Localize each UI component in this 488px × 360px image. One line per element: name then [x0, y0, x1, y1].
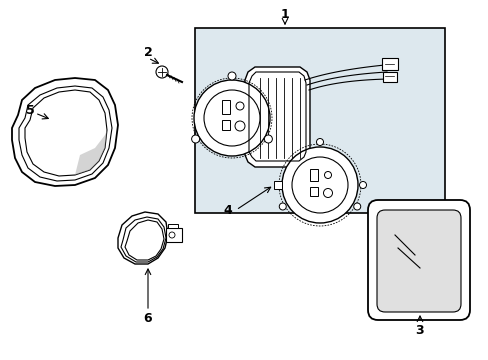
Circle shape: [264, 135, 272, 143]
Polygon shape: [118, 212, 168, 264]
FancyBboxPatch shape: [367, 200, 469, 320]
Bar: [165, 228, 182, 242]
Circle shape: [353, 203, 360, 210]
Bar: [222, 100, 229, 114]
Circle shape: [359, 181, 366, 189]
Text: 3: 3: [415, 324, 424, 337]
Bar: [168, 224, 178, 228]
Bar: [381, 58, 397, 70]
Bar: [273, 181, 282, 189]
Text: 1: 1: [280, 8, 289, 21]
Circle shape: [323, 189, 332, 198]
Text: 2: 2: [143, 45, 152, 59]
Polygon shape: [75, 130, 107, 175]
Polygon shape: [12, 78, 118, 186]
Circle shape: [156, 66, 168, 78]
Polygon shape: [244, 67, 309, 167]
Circle shape: [324, 171, 331, 179]
FancyBboxPatch shape: [376, 210, 460, 312]
Circle shape: [236, 102, 244, 110]
Circle shape: [227, 72, 236, 80]
Circle shape: [194, 80, 269, 156]
Text: 4: 4: [223, 203, 232, 216]
Text: 5: 5: [25, 104, 34, 117]
Circle shape: [279, 203, 285, 210]
Bar: [309, 169, 317, 181]
Circle shape: [282, 147, 357, 223]
Bar: [195, 28, 444, 213]
Bar: [382, 72, 396, 82]
Circle shape: [235, 121, 244, 131]
Circle shape: [191, 135, 199, 143]
Bar: [309, 187, 317, 196]
Circle shape: [316, 139, 323, 145]
Text: 6: 6: [143, 311, 152, 324]
Bar: [222, 120, 229, 130]
